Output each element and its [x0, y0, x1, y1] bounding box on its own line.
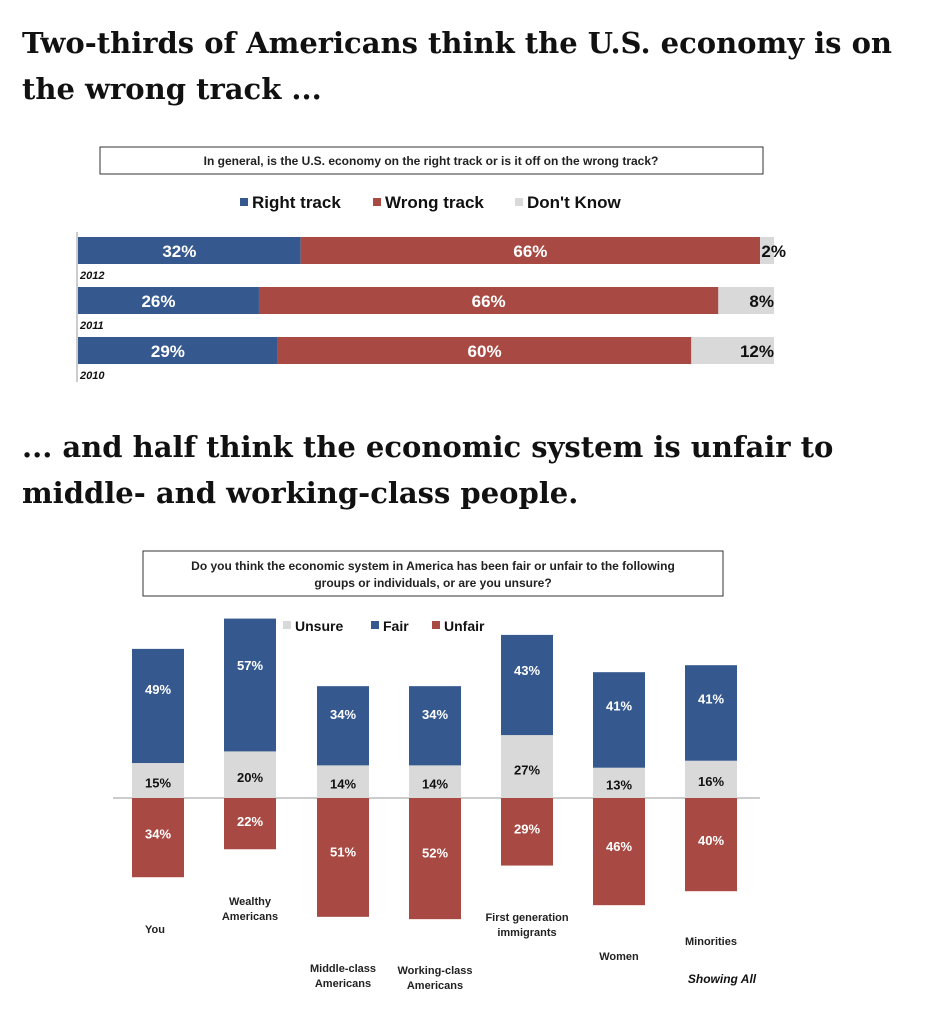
bar-label-first-generation-immigrants-unfair: 29% — [514, 821, 540, 836]
year-label-2010: 2010 — [79, 370, 105, 382]
bar-2011-don-t-know — [718, 287, 774, 314]
bar-label-working-class-americans-unsure: 14% — [422, 776, 448, 791]
category-label-wealthy-americans: Wealthy Americans — [222, 896, 278, 923]
legend-label-fair: Fair — [383, 618, 409, 634]
category-label-first-generation-immigrants: First generation immigrants — [485, 912, 568, 939]
year-label-2011: 2011 — [79, 320, 104, 332]
bar-label-middle-class-americans-unfair: 51% — [330, 844, 356, 859]
bar-middle-class-americans-unsure — [317, 765, 369, 798]
heading-system-unfair: ... and half think the economic system i… — [22, 430, 834, 510]
bar-women-fair — [593, 672, 645, 768]
bar-wealthy-americans-fair — [224, 618, 276, 752]
bar-2010-don-t-know — [691, 337, 774, 364]
bar-first-generation-immigrants-fair — [501, 634, 553, 736]
chart1-question-box — [99, 146, 764, 175]
bar-label-2010-right-track: 29% — [151, 342, 185, 361]
bar-2010-right-track — [78, 337, 278, 364]
bar-label-working-class-americans-unfair: 52% — [422, 846, 448, 861]
bar-you-fair — [132, 648, 184, 764]
bar-label-middle-class-americans-fair: 34% — [330, 707, 356, 722]
chart1-legend: Right track Wrong track Don't Know — [240, 193, 622, 212]
legend-label-unsure: Unsure — [295, 618, 343, 634]
bar-label-you-unsure: 15% — [145, 775, 171, 790]
bar-label-wealthy-americans-unsure: 20% — [237, 770, 263, 785]
bar-label-wealthy-americans-fair: 57% — [237, 658, 263, 673]
bar-minorities-fair — [685, 665, 737, 761]
bar-label-2011-wrong-track: 66% — [472, 292, 506, 311]
bar-label-working-class-americans-fair: 34% — [422, 707, 448, 722]
bar-2010-wrong-track — [277, 337, 692, 364]
bar-2012-wrong-track — [300, 237, 761, 264]
legend-label-don-t-know: Don't Know — [527, 193, 622, 212]
bar-2011-wrong-track — [258, 287, 719, 314]
legend-swatch-fair — [371, 621, 379, 629]
bar-2011-right-track — [78, 287, 259, 314]
bar-label-you-unfair: 34% — [145, 827, 171, 842]
category-label-minorities: Minorities — [685, 936, 737, 948]
legend-swatch-wrong-track — [373, 198, 381, 206]
bar-label-2010-don-t-know: 12% — [740, 342, 774, 361]
category-label-middle-class-americans: Middle-class Americans — [310, 963, 376, 990]
bar-label-wealthy-americans-unfair: 22% — [237, 814, 263, 829]
bar-label-minorities-fair: 41% — [698, 692, 724, 707]
bar-minorities-unfair — [685, 798, 737, 892]
legend-swatch-unsure — [283, 621, 291, 629]
bar-label-women-fair: 41% — [606, 699, 632, 714]
bar-label-2010-wrong-track: 60% — [468, 342, 502, 361]
bar-women-unsure — [593, 767, 645, 798]
legend-swatch-right-track — [240, 198, 248, 206]
bar-you-unsure — [132, 763, 184, 798]
bar-working-class-americans-fair — [409, 686, 461, 766]
bar-2012-don-t-know — [760, 237, 774, 264]
bar-middle-class-americans-unfair — [317, 798, 369, 917]
category-label-women: Women — [599, 951, 639, 963]
bar-first-generation-immigrants-unfair — [501, 798, 553, 866]
bar-first-generation-immigrants-unsure — [501, 735, 553, 798]
chart2-categories: You Wealthy Americans Middle-class Americans… — [145, 896, 737, 992]
bar-working-class-americans-unsure — [409, 765, 461, 798]
heading-economy-wrong-track: Two-thirds of Americans think the U.S. e… — [22, 26, 893, 106]
bar-you-unfair — [132, 798, 184, 878]
legend-swatch-unfair — [432, 621, 440, 629]
bar-2012-right-track — [78, 237, 301, 264]
bar-label-minorities-unfair: 40% — [698, 833, 724, 848]
bar-label-women-unsure: 13% — [606, 777, 632, 792]
bar-label-minorities-unsure: 16% — [698, 774, 724, 789]
chart2-question-line-1: Do you think the economic system in Amer… — [191, 559, 675, 573]
chart2-footer-showing-all[interactable]: Showing All — [688, 972, 757, 986]
chart1-question: In general, is the U.S. economy on the r… — [204, 154, 659, 168]
bar-label-women-unfair: 46% — [606, 839, 632, 854]
chart-economy-track: In general, is the U.S. economy on the r… — [76, 146, 786, 382]
bar-minorities-unsure — [685, 760, 737, 798]
chart2-legend: Unsure Fair Unfair — [283, 618, 485, 634]
bar-working-class-americans-unfair — [409, 798, 461, 920]
legend-swatch-don-t-know — [515, 198, 523, 206]
bar-label-middle-class-americans-unsure: 14% — [330, 776, 356, 791]
bar-label-first-generation-immigrants-unsure: 27% — [514, 763, 540, 778]
bar-label-2012-right-track: 32% — [162, 242, 196, 261]
legend-label-unfair: Unfair — [444, 618, 485, 634]
bar-label-2011-don-t-know: 8% — [749, 292, 774, 311]
category-label-you: You — [145, 924, 165, 936]
chart1-bars: 32% 66% 2% 2012 26% 66% 8% 2011 29% 60% 12% 2010 — [78, 237, 786, 382]
bar-wealthy-americans-unsure — [224, 751, 276, 798]
bar-label-first-generation-immigrants-fair: 43% — [514, 663, 540, 678]
legend-label-wrong-track: Wrong track — [385, 193, 484, 212]
bar-women-unfair — [593, 798, 645, 906]
bar-label-2012-don-t-know: 2% — [761, 242, 786, 261]
year-label-2012: 2012 — [79, 270, 104, 282]
chart2-question-box — [142, 550, 724, 597]
category-label-working-class-americans: Working-class Americans — [398, 965, 473, 992]
bar-wealthy-americans-unfair — [224, 798, 276, 850]
bar-label-2012-wrong-track: 66% — [513, 242, 547, 261]
chart2-bars: 49% 15% 34% 57% 20% 22% 34% 14% 51% 34% 14% 52% 43% 2… — [132, 618, 737, 920]
bar-label-you-fair: 49% — [145, 682, 171, 697]
chart2-question-line-2: groups or individuals, or are you unsure… — [314, 576, 551, 590]
legend-label-right-track: Right track — [252, 193, 341, 212]
bar-middle-class-americans-fair — [317, 686, 369, 766]
bar-label-2011-right-track: 26% — [141, 292, 175, 311]
